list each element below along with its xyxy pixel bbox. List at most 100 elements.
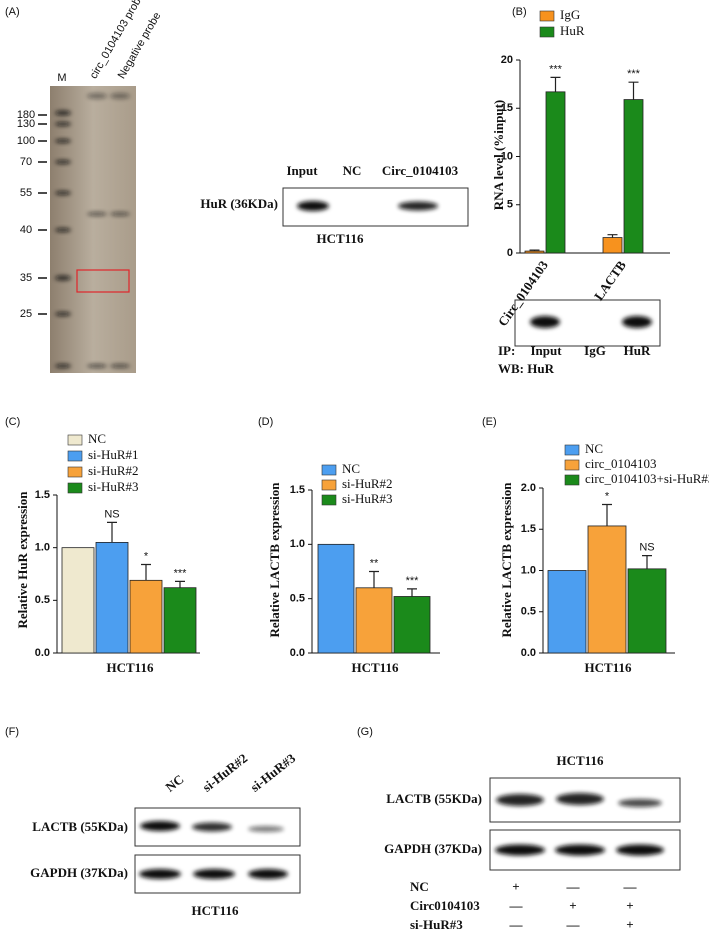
blot-band <box>55 160 71 164</box>
condition-sign: + <box>569 898 576 913</box>
error-bar <box>107 521 117 543</box>
error-bar <box>602 503 612 526</box>
blot-band <box>139 869 181 879</box>
panel-label: (F) <box>5 726 19 738</box>
lane-label: Input <box>286 163 318 178</box>
condition-sign: — <box>623 879 638 894</box>
y-tick-label: 2.0 <box>521 482 536 494</box>
significance-label: NS <box>639 542 654 554</box>
row-label: GAPDH (37KDa) <box>30 865 128 880</box>
blot-band <box>55 139 71 143</box>
blot-band <box>297 201 329 211</box>
y-tick-label: 0.5 <box>521 606 536 618</box>
panel-label: (A) <box>5 6 20 18</box>
legend-label: si-HuR#1 <box>88 447 139 462</box>
bar <box>393 596 431 654</box>
marker-label: 180 <box>17 109 35 121</box>
x-tick-label: HCT116 <box>107 660 154 675</box>
panel-label: (E) <box>482 416 497 428</box>
bar <box>163 587 197 654</box>
blot-band <box>618 799 662 807</box>
bar <box>61 547 95 654</box>
blot-band <box>622 316 652 328</box>
y-tick-label: 1.5 <box>521 523 536 535</box>
cell-line: HCT116 <box>557 753 604 768</box>
y-tick-label: 0.0 <box>521 647 536 659</box>
legend-swatch <box>67 466 83 478</box>
condition-sign: — <box>509 898 524 913</box>
lane-label: NC <box>162 771 186 794</box>
error-bar <box>529 249 540 252</box>
legend-swatch <box>67 434 83 446</box>
bar <box>627 568 667 654</box>
panel-label: (G) <box>357 726 373 738</box>
blot-band <box>55 110 71 116</box>
error-bar <box>628 81 639 100</box>
bar <box>545 91 566 254</box>
significance-label: * <box>144 550 149 562</box>
marker-label: 55 <box>20 187 32 199</box>
y-tick-label: 1.5 <box>290 484 305 496</box>
y-axis-label: Relative LACTB expression <box>267 482 282 638</box>
blot-band <box>87 212 107 216</box>
error-bar <box>175 580 185 588</box>
bar <box>524 250 545 254</box>
lane-label: Circ_0104103 <box>382 163 459 178</box>
marker-label: 40 <box>20 224 32 236</box>
legend-label: HuR <box>560 23 585 38</box>
condition-sign: — <box>509 917 524 932</box>
marker-label: 100 <box>17 135 35 147</box>
blot-band <box>110 364 130 368</box>
cell-line: HCT116 <box>192 903 239 918</box>
panel-label: (C) <box>5 416 20 428</box>
legend-label: si-HuR#3 <box>88 479 139 494</box>
panel-label: (B) <box>512 6 527 18</box>
y-axis-label: Relative LACTB expression <box>499 482 514 638</box>
bar <box>587 525 627 654</box>
row-label: HuR (36KDa) <box>200 196 278 211</box>
panel-label: (D) <box>258 416 273 428</box>
y-tick-label: 15 <box>501 102 513 114</box>
legend-label: NC <box>88 431 106 446</box>
condition-sign: + <box>512 879 519 894</box>
ip-label: IP: <box>498 343 515 358</box>
blot-band <box>555 844 605 856</box>
legend-swatch <box>539 10 555 22</box>
y-axis-label: Relative HuR expression <box>15 491 30 629</box>
blot-band <box>55 312 71 316</box>
significance-label: *** <box>549 63 563 75</box>
blot-band <box>496 794 544 806</box>
highlight-box <box>76 269 130 293</box>
blot-band <box>87 364 107 368</box>
legend-swatch <box>564 459 580 471</box>
marker-label: 70 <box>20 156 32 168</box>
lane-label: M <box>57 72 66 84</box>
x-tick-label: LACTB <box>591 258 629 304</box>
blot-band <box>55 364 71 368</box>
legend-swatch <box>321 464 337 476</box>
bar <box>317 543 355 654</box>
blot-band <box>248 869 288 879</box>
significance-label: *** <box>406 575 420 587</box>
y-tick-label: 0.0 <box>290 647 305 659</box>
row-label: GAPDH (37KDa) <box>384 841 482 856</box>
blot-band <box>55 191 71 195</box>
condition-label: si-HuR#3 <box>410 917 463 932</box>
condition-sign: — <box>566 917 581 932</box>
condition-sign: — <box>566 879 581 894</box>
condition-label: NC <box>410 879 429 894</box>
significance-label: *** <box>174 567 188 579</box>
y-tick-label: 0 <box>507 247 513 259</box>
significance-label: * <box>605 490 610 502</box>
error-bar <box>550 76 561 92</box>
blot-band <box>87 93 107 99</box>
lane-label: Input <box>530 343 562 358</box>
y-tick-label: 0.5 <box>35 594 50 606</box>
blot-band <box>140 821 180 831</box>
y-tick-label: 10 <box>501 150 513 162</box>
error-bar <box>407 588 417 597</box>
lane-label: si-HuR#2 <box>199 750 250 794</box>
blot-band <box>556 793 604 805</box>
blot-band <box>495 844 545 856</box>
